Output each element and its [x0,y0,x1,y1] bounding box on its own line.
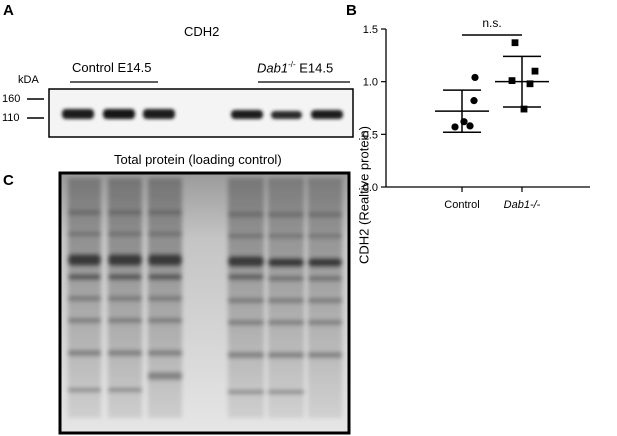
band-lane-6 [311,110,343,119]
panel-letter-c: C [3,172,14,189]
y-tick-label: 1.5 [363,24,378,36]
data-point-control [471,73,479,82]
data-point-control [460,118,468,126]
data-point-mutant [526,80,534,88]
cdh2-scatter-chart: 0.0 0.5 1.0 1.5 Control Dab1-/- n.s. [363,16,590,211]
gel-minor-bands [68,210,342,394]
age-label: E14.5 [295,60,334,76]
significance-label: n.s. [482,16,501,30]
y-tick-label: 0.0 [363,182,378,194]
marker-110: 110 [2,112,20,124]
band-lane-4 [231,110,263,119]
panel-letter-a: A [3,2,14,19]
panel-letter-b: B [346,2,357,19]
group-label-mutant: Dab1-/- E14.5 [257,60,333,75]
cdh2-bands [62,109,343,119]
gel-lanes [68,178,342,418]
band-lane-3 [143,109,175,119]
y-axis-title: CDH2 (Realtive protein) [356,126,372,264]
band-lane-5 [271,111,302,119]
x-tick-label-mutant: Dab1-/- [504,199,541,211]
x-tick-label-control: Control [444,199,479,211]
data-point-mutant [531,67,539,75]
group-label-control: Control E14.5 [72,60,152,75]
data-point-control [470,97,478,105]
blot-title-cdh2: CDH2 [184,24,220,39]
gene-name: Dab1 [257,60,289,76]
y-tick-label: 1.0 [363,77,378,89]
data-point-control [466,122,474,130]
band-lane-1 [62,109,94,119]
gel-bands [68,254,342,281]
data-point-control [451,123,459,131]
genotype-superscript: -/- [288,60,296,69]
loading-control-title: Total protein (loading control) [114,152,282,167]
data-point-mutant [520,105,528,113]
data-point-mutant [508,77,516,85]
data-point-mutant [511,39,519,47]
cdh2-blot-frame [48,88,354,138]
marker-160: 160 [2,93,21,105]
band-lane-2 [103,109,135,119]
kda-label: kDA [18,74,39,86]
total-protein-gel [58,171,351,435]
y-tick-label: 0.5 [363,129,378,141]
